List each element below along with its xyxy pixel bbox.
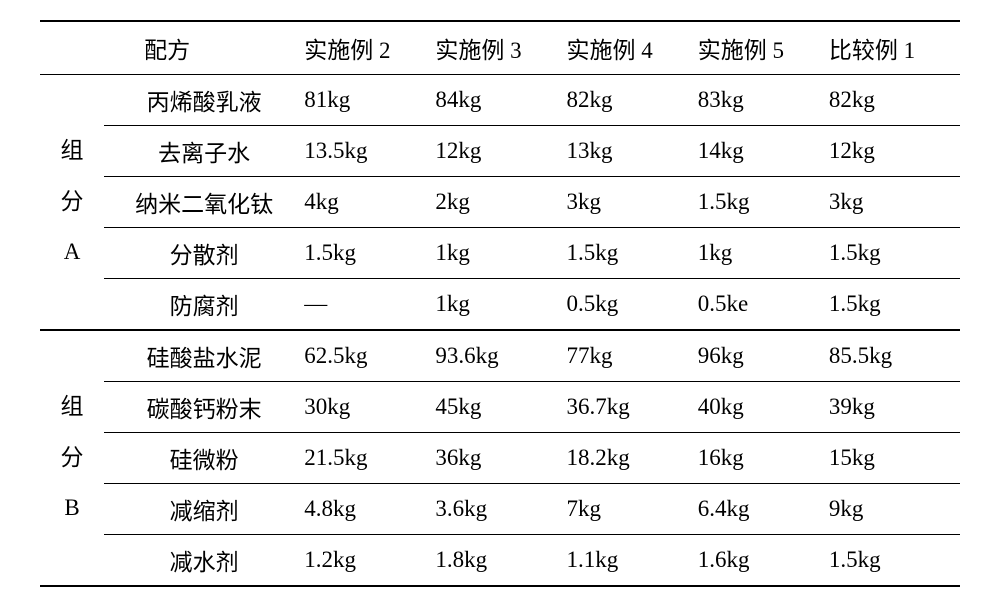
cell: 7kg bbox=[567, 484, 698, 535]
cell: 62.5kg bbox=[304, 330, 435, 382]
formulation-table: 配方 实施例 2 实施例 3 实施例 4 实施例 5 比较例 1 组分A 丙烯酸… bbox=[40, 20, 960, 587]
cell: 81kg bbox=[304, 75, 435, 126]
cell: 0.5ke bbox=[698, 279, 829, 331]
cell: 18.2kg bbox=[567, 433, 698, 484]
table-row: 减缩剂 4.8kg 3.6kg 7kg 6.4kg 9kg bbox=[40, 484, 960, 535]
cell: 0.5kg bbox=[567, 279, 698, 331]
cell: 1.5kg bbox=[829, 228, 960, 279]
cell: 36.7kg bbox=[567, 382, 698, 433]
cell: 12kg bbox=[829, 126, 960, 177]
cell: 1.5kg bbox=[304, 228, 435, 279]
header-cmp1: 比较例 1 bbox=[829, 21, 960, 75]
cell: 1kg bbox=[698, 228, 829, 279]
table-row: 组分B 硅酸盐水泥 62.5kg 93.6kg 77kg 96kg 85.5kg bbox=[40, 330, 960, 382]
cell: 36kg bbox=[435, 433, 566, 484]
cell: 1.1kg bbox=[567, 535, 698, 587]
cell: 13.5kg bbox=[304, 126, 435, 177]
ingredient-name: 减缩剂 bbox=[104, 484, 304, 535]
cell: 1.5kg bbox=[829, 279, 960, 331]
table-row: 硅微粉 21.5kg 36kg 18.2kg 16kg 15kg bbox=[40, 433, 960, 484]
table-row: 分散剂 1.5kg 1kg 1.5kg 1kg 1.5kg bbox=[40, 228, 960, 279]
table-row: 减水剂 1.2kg 1.8kg 1.1kg 1.6kg 1.5kg bbox=[40, 535, 960, 587]
ingredient-name: 分散剂 bbox=[104, 228, 304, 279]
group-label-b: 组分B bbox=[40, 330, 104, 586]
header-ex3: 实施例 3 bbox=[435, 21, 566, 75]
cell: 85.5kg bbox=[829, 330, 960, 382]
ingredient-name: 减水剂 bbox=[104, 535, 304, 587]
cell: 9kg bbox=[829, 484, 960, 535]
header-ex4: 实施例 4 bbox=[567, 21, 698, 75]
table-row: 去离子水 13.5kg 12kg 13kg 14kg 12kg bbox=[40, 126, 960, 177]
cell: 1.5kg bbox=[567, 228, 698, 279]
table-row: 组分A 丙烯酸乳液 81kg 84kg 82kg 83kg 82kg bbox=[40, 75, 960, 126]
cell: 16kg bbox=[698, 433, 829, 484]
cell: 4.8kg bbox=[304, 484, 435, 535]
ingredient-name: 碳酸钙粉末 bbox=[104, 382, 304, 433]
table-row: 纳米二氧化钛 4kg 2kg 3kg 1.5kg 3kg bbox=[40, 177, 960, 228]
cell: 1kg bbox=[435, 228, 566, 279]
cell: 1.6kg bbox=[698, 535, 829, 587]
cell: 82kg bbox=[829, 75, 960, 126]
ingredient-name: 去离子水 bbox=[104, 126, 304, 177]
cell: 1.5kg bbox=[829, 535, 960, 587]
header-ex5: 实施例 5 bbox=[698, 21, 829, 75]
header-group-blank bbox=[40, 21, 104, 75]
cell: 1kg bbox=[435, 279, 566, 331]
cell: 93.6kg bbox=[435, 330, 566, 382]
table-row: 碳酸钙粉末 30kg 45kg 36.7kg 40kg 39kg bbox=[40, 382, 960, 433]
cell: 3kg bbox=[829, 177, 960, 228]
cell: 45kg bbox=[435, 382, 566, 433]
cell: 2kg bbox=[435, 177, 566, 228]
cell: 1.8kg bbox=[435, 535, 566, 587]
cell: 1.2kg bbox=[304, 535, 435, 587]
header-ex2: 实施例 2 bbox=[304, 21, 435, 75]
cell: 83kg bbox=[698, 75, 829, 126]
cell: 30kg bbox=[304, 382, 435, 433]
header-ingredient: 配方 bbox=[104, 21, 304, 75]
cell: 21.5kg bbox=[304, 433, 435, 484]
cell: 13kg bbox=[567, 126, 698, 177]
cell: 15kg bbox=[829, 433, 960, 484]
cell: 12kg bbox=[435, 126, 566, 177]
cell: 14kg bbox=[698, 126, 829, 177]
cell: — bbox=[304, 279, 435, 331]
ingredient-name: 纳米二氧化钛 bbox=[104, 177, 304, 228]
cell: 82kg bbox=[567, 75, 698, 126]
cell: 84kg bbox=[435, 75, 566, 126]
ingredient-name: 防腐剂 bbox=[104, 279, 304, 331]
cell: 1.5kg bbox=[698, 177, 829, 228]
cell: 6.4kg bbox=[698, 484, 829, 535]
cell: 39kg bbox=[829, 382, 960, 433]
table-row: 防腐剂 — 1kg 0.5kg 0.5ke 1.5kg bbox=[40, 279, 960, 331]
table-header-row: 配方 实施例 2 实施例 3 实施例 4 实施例 5 比较例 1 bbox=[40, 21, 960, 75]
cell: 96kg bbox=[698, 330, 829, 382]
ingredient-name: 硅酸盐水泥 bbox=[104, 330, 304, 382]
cell: 3.6kg bbox=[435, 484, 566, 535]
cell: 3kg bbox=[567, 177, 698, 228]
group-label-a: 组分A bbox=[40, 75, 104, 331]
cell: 77kg bbox=[567, 330, 698, 382]
cell: 4kg bbox=[304, 177, 435, 228]
ingredient-name: 硅微粉 bbox=[104, 433, 304, 484]
cell: 40kg bbox=[698, 382, 829, 433]
ingredient-name: 丙烯酸乳液 bbox=[104, 75, 304, 126]
